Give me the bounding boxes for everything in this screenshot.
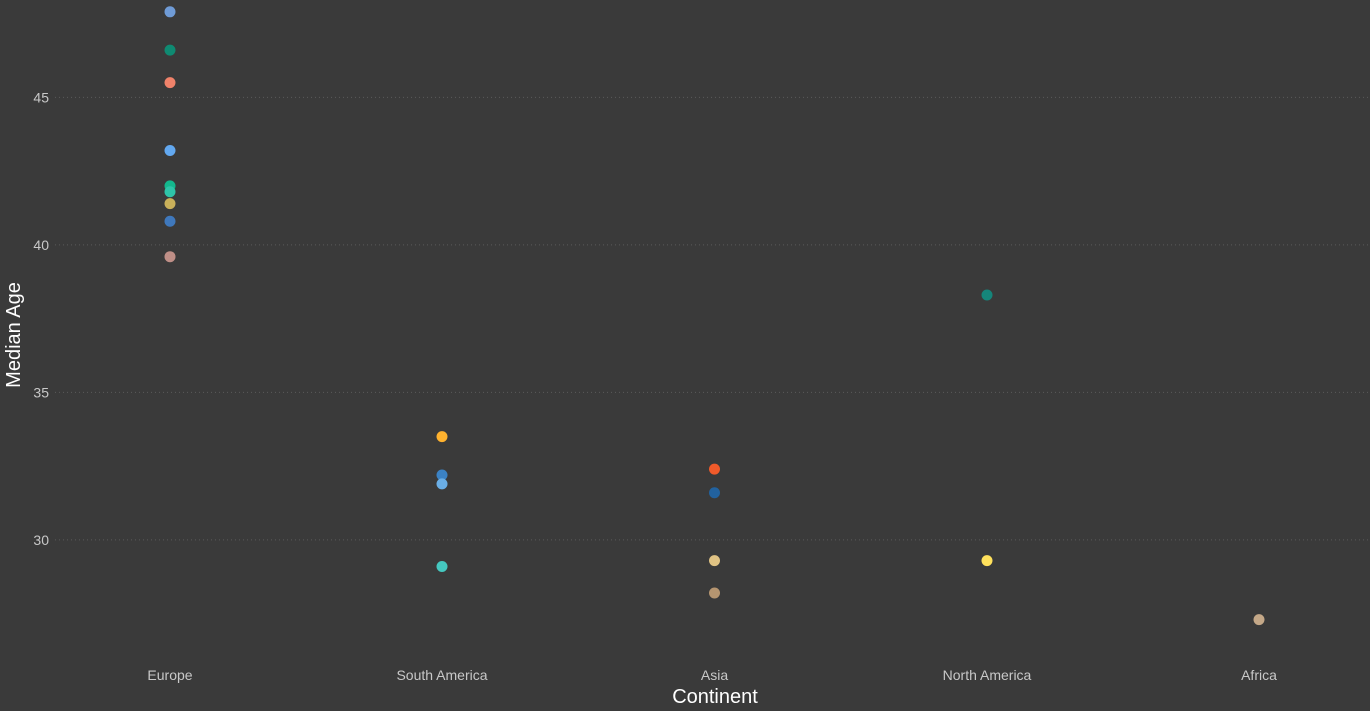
data-point[interactable] <box>436 431 448 443</box>
data-point[interactable] <box>436 560 448 572</box>
x-tick-label: Europe <box>147 667 192 683</box>
data-point[interactable] <box>164 77 176 89</box>
y-axis-title: Median Age <box>3 282 25 388</box>
data-point[interactable] <box>164 144 176 156</box>
data-point[interactable] <box>164 251 176 263</box>
data-point[interactable] <box>164 186 176 198</box>
y-tick-label: 40 <box>33 237 49 253</box>
data-point[interactable] <box>709 587 720 599</box>
x-tick-label: South America <box>396 667 487 683</box>
x-tick-label: Africa <box>1241 667 1277 683</box>
data-point[interactable] <box>436 469 448 481</box>
data-point[interactable] <box>164 6 176 18</box>
data-point[interactable] <box>164 198 176 210</box>
y-tick-label: 45 <box>33 89 49 105</box>
data-point[interactable] <box>436 478 448 490</box>
data-points <box>164 6 1265 626</box>
data-point[interactable] <box>164 44 176 56</box>
data-point[interactable] <box>1253 614 1265 626</box>
x-axis-title: Continent <box>672 686 758 708</box>
data-point[interactable] <box>709 555 720 567</box>
x-tick-label: Asia <box>701 667 728 683</box>
data-point[interactable] <box>709 487 720 499</box>
y-axis-tick-labels: 30 35 40 45 <box>33 89 49 548</box>
data-point[interactable] <box>981 555 993 567</box>
data-point[interactable] <box>164 215 176 227</box>
x-axis-tick-labels: Europe South America Asia North America Afri… <box>147 667 1277 683</box>
data-point[interactable] <box>709 463 720 475</box>
data-point[interactable] <box>981 289 993 301</box>
x-tick-label: North America <box>943 667 1032 683</box>
y-tick-label: 35 <box>33 384 49 400</box>
y-tick-label: 30 <box>33 532 49 548</box>
